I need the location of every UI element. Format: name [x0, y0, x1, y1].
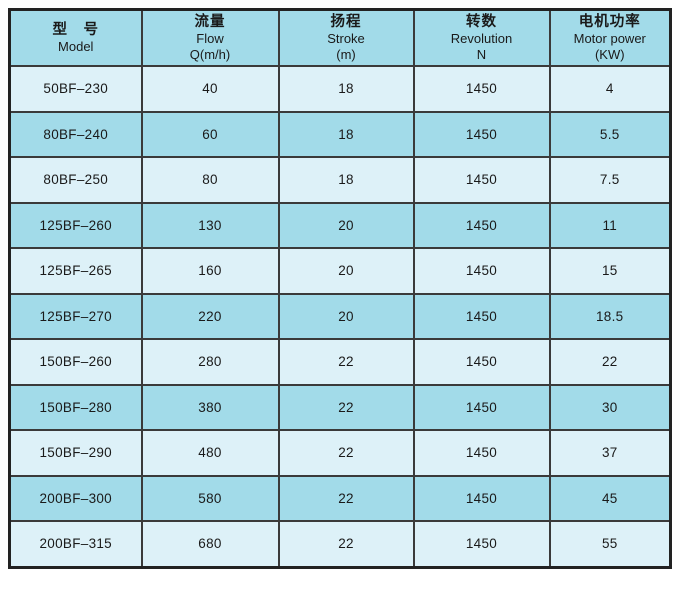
cell-flow: 60: [140, 110, 280, 158]
cell-flow: 160: [140, 247, 280, 295]
header-revolution-en: Revolution: [450, 30, 513, 46]
cell-revolution: 1450: [412, 520, 551, 568]
cell-revolution: 1450: [412, 383, 551, 431]
header-stroke-unit: (m): [336, 46, 356, 62]
cell-motor-power: 45: [548, 474, 672, 522]
cell-stroke: 22: [277, 338, 415, 386]
cell-motor-power: 5.5: [548, 110, 672, 158]
cell-stroke: 20: [277, 247, 415, 295]
header-stroke-en: Stroke: [327, 30, 365, 46]
header-revolution-zh: 转数: [466, 13, 497, 30]
cell-model: 150BF–260: [8, 338, 143, 386]
cell-motor-power: 30: [548, 383, 672, 431]
header-motor-power: 电机功率 Motor power (KW): [548, 8, 672, 67]
cell-model: 200BF–300: [8, 474, 143, 522]
pump-spec-table: 型 号 Model 流量 Flow Q(m/h) 扬程 Stroke (m) 转…: [8, 8, 672, 569]
cell-stroke: 20: [277, 201, 415, 249]
cell-model: 80BF–240: [8, 110, 143, 158]
table-row: 150BF–280 380 22 1450 30: [8, 383, 672, 431]
header-flow-en: Flow: [196, 30, 224, 46]
cell-revolution: 1450: [412, 201, 551, 249]
table-row: 80BF–240 60 18 1450 5.5: [8, 110, 672, 158]
header-model-en: Model: [58, 38, 94, 54]
cell-revolution: 1450: [412, 292, 551, 340]
cell-stroke: 18: [277, 156, 415, 204]
header-revolution: 转数 Revolution N: [412, 8, 551, 67]
header-stroke-zh: 扬程: [330, 13, 362, 30]
cell-revolution: 1450: [412, 110, 551, 158]
cell-motor-power: 37: [548, 429, 672, 477]
cell-model: 150BF–290: [8, 429, 143, 477]
cell-motor-power: 7.5: [548, 156, 672, 204]
cell-flow: 480: [140, 429, 280, 477]
cell-revolution: 1450: [412, 65, 551, 113]
cell-stroke: 18: [277, 110, 415, 158]
cell-motor-power: 22: [548, 338, 672, 386]
cell-model: 125BF–265: [8, 247, 143, 295]
cell-revolution: 1450: [412, 247, 551, 295]
cell-flow: 280: [140, 338, 280, 386]
cell-motor-power: 11: [548, 201, 672, 249]
cell-stroke: 20: [277, 292, 415, 340]
table-row: 150BF–290 480 22 1450 37: [8, 429, 672, 477]
header-flow: 流量 Flow Q(m/h): [140, 8, 280, 67]
cell-stroke: 22: [277, 474, 415, 522]
table-row: 200BF–315 680 22 1450 55: [8, 520, 672, 568]
cell-flow: 220: [140, 292, 280, 340]
header-motor-power-en: Motor power: [573, 30, 646, 46]
cell-flow: 130: [140, 201, 280, 249]
cell-model: 125BF–270: [8, 292, 143, 340]
header-motor-power-unit: (KW): [594, 46, 625, 62]
table-row: 50BF–230 40 18 1450 4: [8, 65, 672, 113]
cell-motor-power: 15: [548, 247, 672, 295]
cell-flow: 380: [140, 383, 280, 431]
cell-flow: 680: [140, 520, 280, 568]
cell-revolution: 1450: [412, 474, 551, 522]
header-flow-zh: 流量: [194, 13, 226, 30]
table-row: 125BF–265 160 20 1450 15: [8, 247, 672, 295]
cell-stroke: 22: [277, 520, 415, 568]
table-row: 200BF–300 580 22 1450 45: [8, 474, 672, 522]
header-stroke: 扬程 Stroke (m): [277, 8, 415, 67]
cell-motor-power: 18.5: [548, 292, 672, 340]
cell-stroke: 22: [277, 383, 415, 431]
cell-motor-power: 4: [548, 65, 672, 113]
cell-revolution: 1450: [412, 429, 551, 477]
header-revolution-unit: N: [476, 46, 487, 62]
cell-model: 80BF–250: [8, 156, 143, 204]
cell-revolution: 1450: [412, 156, 551, 204]
cell-model: 50BF–230: [8, 65, 143, 113]
header-model: 型 号 Model: [8, 8, 143, 67]
cell-revolution: 1450: [412, 338, 551, 386]
cell-model: 150BF–280: [8, 383, 143, 431]
cell-stroke: 22: [277, 429, 415, 477]
cell-flow: 580: [140, 474, 280, 522]
header-flow-unit: Q(m/h): [189, 46, 231, 62]
cell-model: 125BF–260: [8, 201, 143, 249]
header-motor-power-zh: 电机功率: [578, 13, 641, 30]
cell-model: 200BF–315: [8, 520, 143, 568]
table-row: 125BF–260 130 20 1450 11: [8, 201, 672, 249]
cell-motor-power: 55: [548, 520, 672, 568]
cell-flow: 80: [140, 156, 280, 204]
cell-flow: 40: [140, 65, 280, 113]
cell-stroke: 18: [277, 65, 415, 113]
header-model-zh: 型 号: [52, 21, 99, 38]
table-row: 150BF–260 280 22 1450 22: [8, 338, 672, 386]
table-row: 125BF–270 220 20 1450 18.5: [8, 292, 672, 340]
header-row: 型 号 Model 流量 Flow Q(m/h) 扬程 Stroke (m) 转…: [8, 8, 672, 67]
table-row: 80BF–250 80 18 1450 7.5: [8, 156, 672, 204]
